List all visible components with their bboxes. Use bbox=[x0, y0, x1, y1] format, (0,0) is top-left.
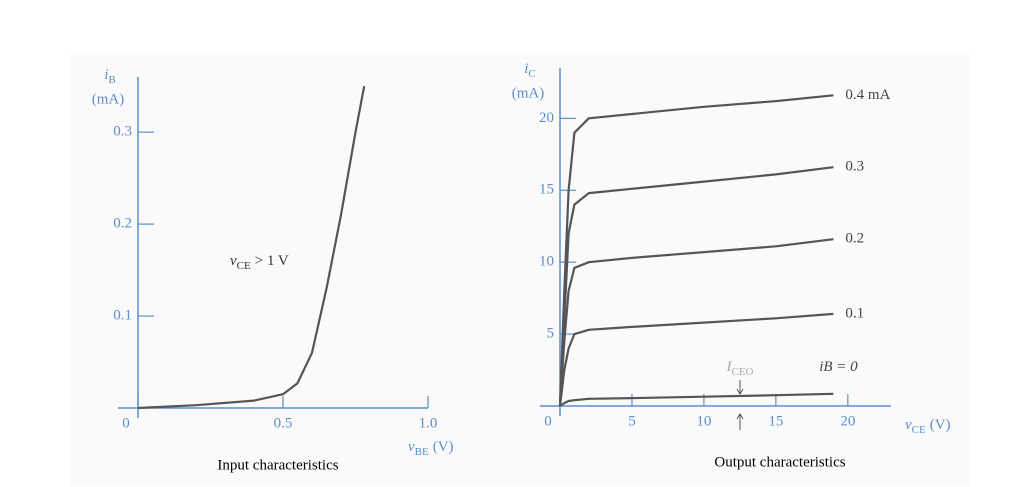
y-axis-label: iB bbox=[104, 67, 116, 85]
symbol: i bbox=[524, 61, 528, 77]
subscript: B bbox=[108, 74, 115, 86]
series-label: 0.3 bbox=[845, 159, 864, 175]
symbol: v bbox=[230, 253, 237, 269]
y-axis-unit: (mA) bbox=[92, 91, 125, 107]
x-tick-label: 0 bbox=[122, 415, 130, 431]
x-tick-label: 15 bbox=[768, 413, 783, 429]
x-axis-label: vCE (V) bbox=[905, 417, 951, 435]
curve bbox=[558, 238, 834, 407]
y-axis-unit: (mA) bbox=[512, 85, 545, 101]
y-axis-label: iC bbox=[524, 61, 536, 79]
x-axis-label: vBE (V) bbox=[408, 439, 454, 457]
series-label: 0.1 bbox=[845, 305, 864, 321]
symbol: v bbox=[408, 439, 415, 455]
arrow bbox=[736, 413, 744, 430]
symbol: i bbox=[104, 67, 108, 83]
subscript: CE bbox=[912, 424, 926, 436]
y-tick-label: 0.3 bbox=[113, 124, 132, 140]
subscript: BE bbox=[415, 446, 429, 458]
symbol: v bbox=[905, 417, 912, 433]
caption: Output characteristics bbox=[714, 454, 845, 470]
background bbox=[70, 55, 970, 485]
text: > 1 V bbox=[255, 253, 289, 269]
series-label: 0.2 bbox=[845, 231, 864, 247]
annotation: ICEO bbox=[726, 359, 754, 377]
curve bbox=[137, 85, 366, 410]
series-label: 0.4 mA bbox=[845, 87, 890, 103]
x-tick-label: 20 bbox=[840, 413, 855, 429]
subscript: CE bbox=[237, 260, 251, 272]
x-tick-label: 10 bbox=[696, 413, 711, 429]
curve bbox=[558, 312, 834, 407]
curve bbox=[558, 94, 834, 407]
y-tick-label: 5 bbox=[547, 326, 555, 342]
x-tick-label: 1.0 bbox=[419, 415, 438, 431]
y-tick-label: 20 bbox=[539, 110, 554, 126]
arrow bbox=[736, 380, 744, 395]
y-tick-label: 15 bbox=[539, 182, 554, 198]
series-label: iB = 0 bbox=[819, 359, 858, 375]
y-tick-label: 0.2 bbox=[113, 216, 132, 232]
curve bbox=[559, 392, 834, 407]
subscript: C bbox=[528, 68, 535, 80]
y-tick-label: 0.1 bbox=[113, 307, 132, 323]
unit: (V) bbox=[930, 417, 951, 433]
symbol: I bbox=[726, 359, 733, 375]
annotation: vCE > 1 V bbox=[230, 253, 289, 271]
curve bbox=[558, 166, 834, 407]
caption: Input characteristics bbox=[217, 457, 338, 473]
unit: (V) bbox=[433, 439, 454, 455]
y-tick-label: 10 bbox=[539, 254, 554, 270]
subscript: CEO bbox=[732, 366, 754, 378]
x-tick-label: 5 bbox=[628, 413, 636, 429]
x-tick-label: 0.5 bbox=[274, 415, 293, 431]
x-tick-label: 0 bbox=[544, 413, 552, 429]
